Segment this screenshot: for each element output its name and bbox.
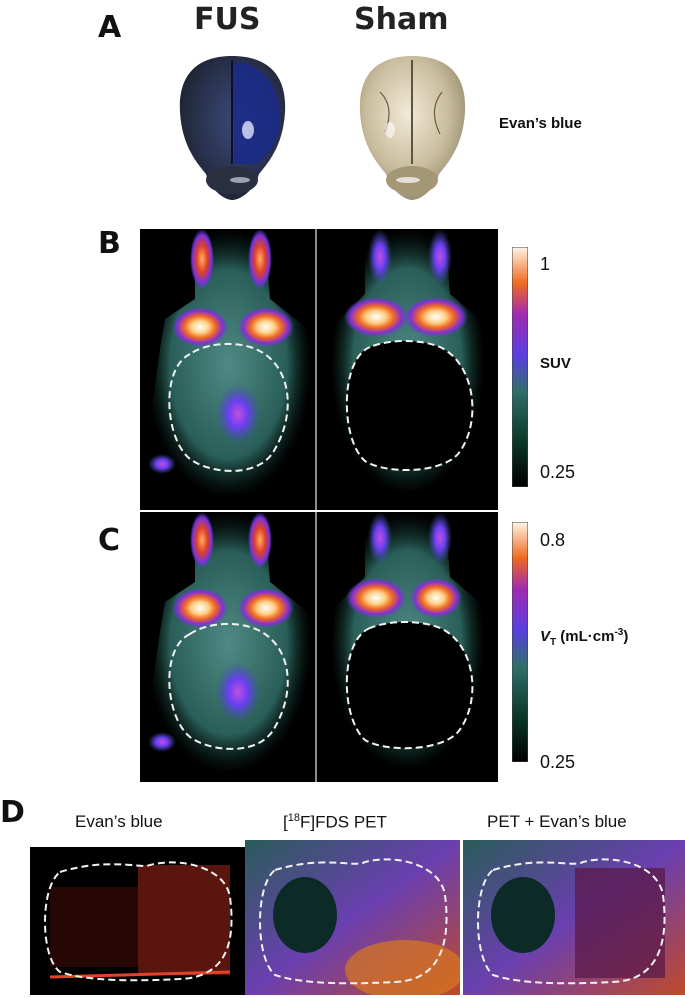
sham-suv-slice — [330, 229, 485, 494]
panel-c-letter: C — [98, 523, 121, 558]
panel-b-scale-min: 0.25 — [540, 462, 576, 482]
panel-d-evans-blue-heading: Evan’s blue — [75, 812, 163, 831]
sham-brain-photo — [359, 56, 466, 200]
vt-close: ) — [623, 628, 629, 645]
panel-b-letter: B — [98, 226, 121, 261]
panel-d-pet-heading: [18F]FDS PET — [283, 812, 387, 833]
panel-d-overlay-heading: PET + Evan’s blue — [487, 812, 627, 831]
panel-b-scale-label: SUV — [540, 355, 571, 372]
panel-c-scale-max: 0.8 — [540, 530, 566, 550]
pet-tracer-name: F]FDS PET — [299, 812, 387, 832]
panel-b-pet-suv-image — [140, 229, 498, 510]
panel-b-colorbar — [512, 247, 528, 487]
vt-unit: (mL·cm — [556, 628, 615, 645]
sham-column-heading: Sham — [354, 2, 449, 37]
evans-blue-label: Evan’s blue — [499, 115, 582, 132]
fus-suv-slice — [145, 229, 312, 499]
fus-vt-slice — [145, 512, 312, 774]
panel-c-pet-vt-image — [140, 512, 498, 782]
pet-evans-overlay-image — [463, 840, 685, 995]
vt-exponent: -3 — [614, 627, 624, 638]
panel-b-scale-max: 1 — [540, 254, 551, 274]
evans-blue-section-image — [30, 847, 245, 995]
panel-d-letter: D — [0, 795, 25, 830]
vt-variable: V — [540, 628, 551, 645]
fus-brain-photo — [179, 56, 286, 200]
panel-c-scale-label: VT (mL·cm-3) — [540, 627, 628, 648]
pet-bracket-open: [ — [283, 812, 288, 832]
panel-c-colorbar — [512, 522, 528, 762]
panel-c-scale-min: 0.25 — [540, 752, 576, 772]
vt-subscript: T — [550, 637, 557, 648]
fus-column-heading: FUS — [194, 2, 261, 37]
pet-isotope-number: 18 — [287, 812, 300, 824]
fds-pet-section-image — [245, 840, 460, 995]
sham-vt-slice — [330, 512, 485, 770]
panel-a-letter: A — [98, 10, 122, 45]
